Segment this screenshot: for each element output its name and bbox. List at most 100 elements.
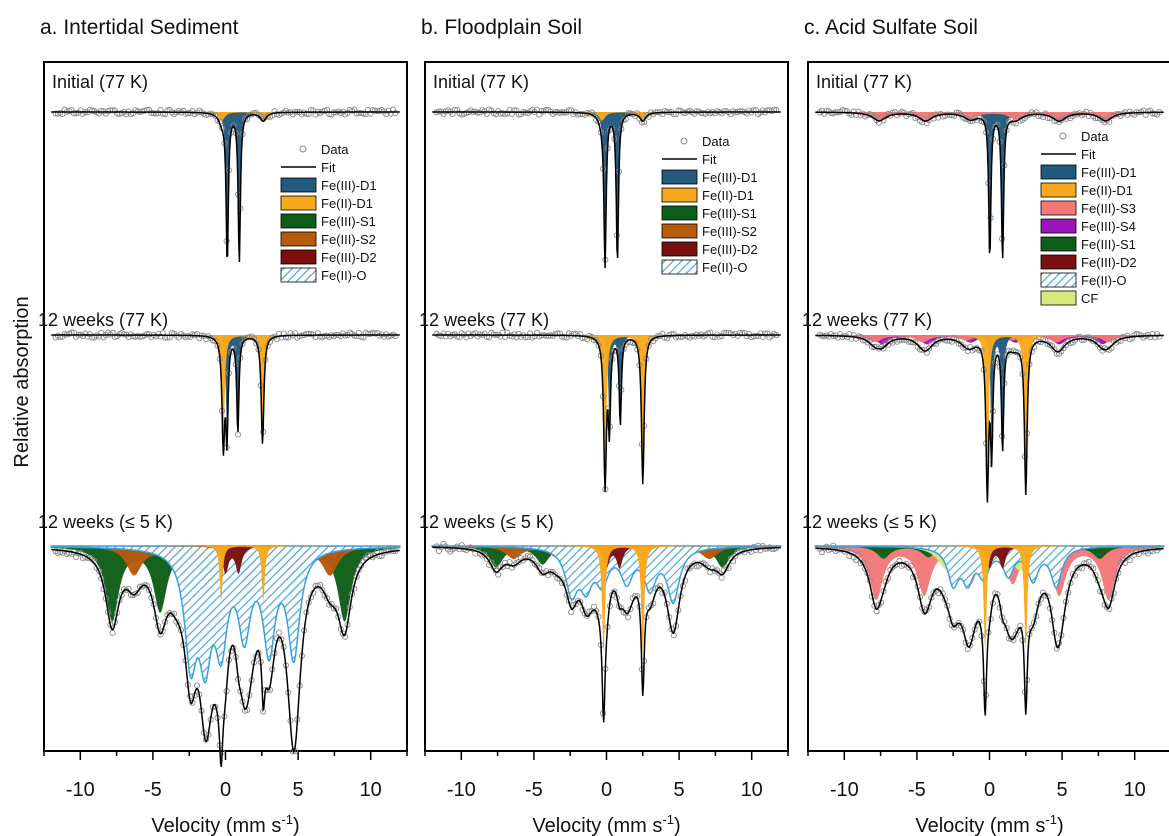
data-point — [764, 107, 771, 114]
legend-item-data: Data — [1059, 129, 1109, 144]
data-point — [146, 586, 153, 594]
fit-line — [432, 111, 781, 269]
legend-label: Fe(III)-D1 — [702, 170, 758, 185]
panel-c-title: c. Acid Sulfate Soil — [804, 16, 978, 39]
legend-item-fe-ii-d1: Fe(II)-D1 — [1040, 182, 1133, 198]
legend-item-fe-ii-o: Fe(II)-O — [280, 267, 367, 283]
legend-c: Data Fit Fe(III)-D1 Fe(II)-D1 Fe(III)-S3 Fe(I… — [1040, 129, 1137, 306]
data-point — [358, 110, 365, 117]
x-tick-label: -5 — [525, 779, 543, 801]
legend-label: Fe(III)-S2 — [321, 232, 376, 247]
spectrum-label: 12 weeks (77 K) — [419, 310, 549, 330]
data-point — [944, 337, 951, 344]
legend-label: Fe(III)-S4 — [1081, 219, 1136, 234]
x-axis-a: -10 -5 0 5 10 Velocity (mm s-1) — [43, 751, 408, 836]
component-fe-ii-d1 — [51, 112, 400, 121]
legend-swatch — [1040, 164, 1077, 180]
legend-label: Fe(III)-D2 — [321, 250, 377, 265]
data-point — [175, 622, 182, 629]
fit-line — [51, 548, 400, 767]
data-point — [234, 431, 242, 438]
legend-item-fe-iii-s1: Fe(III)-S1 — [1040, 236, 1136, 252]
legend-label: Fe(II)-D1 — [702, 188, 754, 203]
legend-label: Fe(III)-S3 — [1081, 201, 1136, 216]
data-point — [577, 110, 584, 118]
data-point — [750, 333, 757, 340]
data-point — [1028, 625, 1035, 632]
data-point — [392, 333, 399, 340]
data-point — [483, 555, 490, 562]
fit-line — [51, 334, 400, 456]
data-point — [193, 682, 201, 689]
legend-swatch — [280, 195, 317, 211]
legend-item-fe-iii-d1: Fe(III)-D1 — [1040, 164, 1137, 180]
spectrum-12-weeks-77-k: 12 weeks (77 K) — [38, 310, 400, 456]
data-point — [433, 543, 440, 550]
data-point — [919, 347, 926, 354]
legend-item-data: Data — [299, 142, 349, 157]
x-tick-label: 5 — [674, 779, 685, 801]
data-point — [374, 107, 381, 115]
legend-item-fe-iii-s2: Fe(III)-S2 — [280, 231, 376, 247]
data-point — [130, 333, 137, 340]
legend-label: Fe(III)-D2 — [702, 242, 758, 257]
legend-item-fe-iii-s4: Fe(III)-S4 — [1040, 218, 1136, 234]
panel-c: c. Acid Sulfate Soil -10 -5 0 5 10 Velocity (m… — [802, 16, 1169, 836]
fit-line — [51, 111, 400, 263]
legend-item-fe-iii-s1: Fe(III)-S1 — [661, 205, 757, 221]
data-point — [739, 330, 746, 337]
data-point — [994, 351, 1001, 358]
data-point — [720, 108, 727, 115]
data-point — [718, 574, 725, 581]
data-point — [631, 340, 639, 347]
data-point — [750, 107, 757, 114]
legend-swatch — [299, 145, 307, 153]
data-point — [855, 551, 862, 558]
data-point — [303, 110, 310, 117]
legend-swatch — [1040, 236, 1077, 252]
component-fe-iii-d1 — [51, 112, 400, 262]
panel-a: a. Intertidal Sediment -10 -5 0 5 10 Velocity … — [38, 16, 408, 836]
data-point — [675, 333, 682, 340]
legend-swatch — [280, 213, 317, 229]
data-point — [1156, 333, 1163, 340]
legend-label: Fe(III)-S2 — [702, 224, 757, 239]
x-tick-label: 10 — [1124, 779, 1146, 801]
data-point — [230, 122, 237, 129]
x-tick-label: 0 — [984, 779, 995, 801]
legend-label: Fit — [321, 160, 336, 175]
legend-label: Fe(III)-D1 — [1081, 165, 1137, 180]
legend-item-fe-iii-d2: Fe(III)-D2 — [280, 249, 377, 265]
spectrum-12-weeks-77-k: 12 weeks (77 K) — [802, 310, 1164, 503]
legend-swatch — [1040, 254, 1077, 270]
data-point — [561, 333, 568, 341]
data-point — [1085, 558, 1092, 565]
data-point — [830, 542, 837, 549]
x-axis-label: Velocity (mm s-1) — [915, 812, 1063, 836]
component-fe-ii-d1 — [51, 335, 400, 444]
legend-b: Data Fit Fe(III)-D1 Fe(II)-D1 Fe(III)-S1 Fe(I… — [661, 134, 758, 275]
data-point — [511, 107, 518, 114]
data-point — [212, 112, 219, 119]
legend-label: Data — [702, 134, 730, 149]
spectrum-label: 12 weeks (≤ 5 K) — [38, 512, 173, 532]
x-tick-label: -5 — [144, 779, 162, 801]
spectrum-12-weeks-5-k: 12 weeks (≤ 5 K) — [802, 512, 1165, 716]
legend-item-fit: Fit — [281, 160, 336, 175]
legend-label: Fe(II)-O — [1081, 273, 1127, 288]
legend-label: Fe(II)-O — [321, 268, 367, 283]
x-tick-label: -10 — [830, 779, 859, 801]
legend-label: CF — [1081, 291, 1098, 306]
legend-swatch — [661, 259, 698, 275]
data-point — [761, 330, 769, 337]
legend-item-fe-ii-d1: Fe(II)-D1 — [280, 195, 373, 211]
data-point — [930, 340, 937, 347]
data-point — [152, 110, 159, 117]
legend-label: Fe(II)-D1 — [321, 196, 373, 211]
component-fe-ii-d1 — [432, 335, 781, 484]
data-point — [704, 564, 712, 571]
x-axis-c: -10 -5 0 5 10 Velocity (mm s-1) — [807, 751, 1146, 836]
fit-line — [432, 546, 781, 723]
data-point — [611, 588, 618, 595]
legend-item-fe-ii-o: Fe(II)-O — [661, 259, 748, 275]
